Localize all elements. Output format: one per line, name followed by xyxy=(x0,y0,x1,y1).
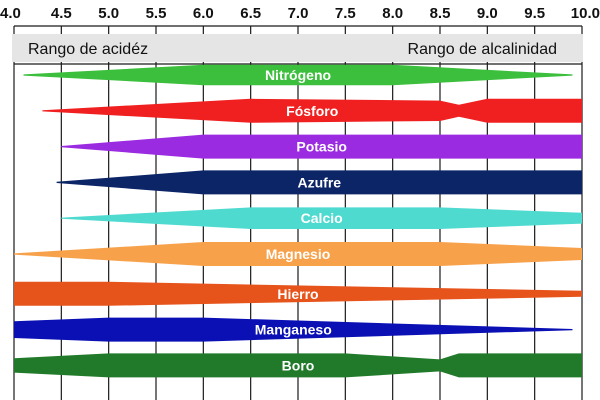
band-label-1: Fósforo xyxy=(286,103,338,119)
band-label-5: Magnesio xyxy=(266,246,331,262)
band-7 xyxy=(14,317,573,342)
x-tick-label-0: 4.0 xyxy=(0,5,21,22)
range-label-bar xyxy=(12,34,583,62)
band-2 xyxy=(61,134,583,159)
band-label-4: Calcio xyxy=(301,210,343,226)
x-tick-label-7: 7.5 xyxy=(335,5,356,22)
band-label-2: Potasio xyxy=(296,139,347,155)
alkaline-range-label: Rango de alcalinidad xyxy=(408,41,557,58)
x-tick-label-5: 6.5 xyxy=(240,5,261,22)
band-label-3: Azufre xyxy=(298,174,342,190)
x-tick-label-4: 6.0 xyxy=(193,5,214,22)
band-6 xyxy=(14,281,582,306)
nutrient-bands: Nitrógeno Fósforo Potasio Azufre Calcio Magne… xyxy=(14,64,583,378)
x-tick-label-11: 9.5 xyxy=(524,5,545,22)
band-1 xyxy=(42,98,582,123)
x-tick-label-9: 8.5 xyxy=(430,5,451,22)
band-3 xyxy=(56,170,583,195)
band-label-0: Nitrógeno xyxy=(265,67,331,83)
band-4 xyxy=(61,207,583,229)
x-tick-label-8: 8.0 xyxy=(382,5,403,22)
x-tick-label-10: 9.0 xyxy=(477,5,498,22)
x-tick-labels: 4.0 4.5 5.0 5.5 6.0 6.5 7.0 7.5 8.0 8.5 9.0 9.5 10.0 xyxy=(0,5,600,22)
acid-range-label: Rango de acidéz xyxy=(28,41,148,58)
band-8 xyxy=(14,353,582,378)
band-5 xyxy=(14,242,582,266)
band-label-7: Manganeso xyxy=(255,322,332,338)
band-0 xyxy=(23,64,573,86)
x-tick-label-3: 5.5 xyxy=(146,5,167,22)
band-label-6: Hierro xyxy=(277,286,318,302)
x-tick-label-6: 7.0 xyxy=(288,5,309,22)
band-label-8: Boro xyxy=(282,357,315,373)
x-tick-label-1: 4.5 xyxy=(51,5,72,22)
x-tick-label-12: 10.0 xyxy=(571,5,600,22)
x-tick-label-2: 5.0 xyxy=(98,5,119,22)
